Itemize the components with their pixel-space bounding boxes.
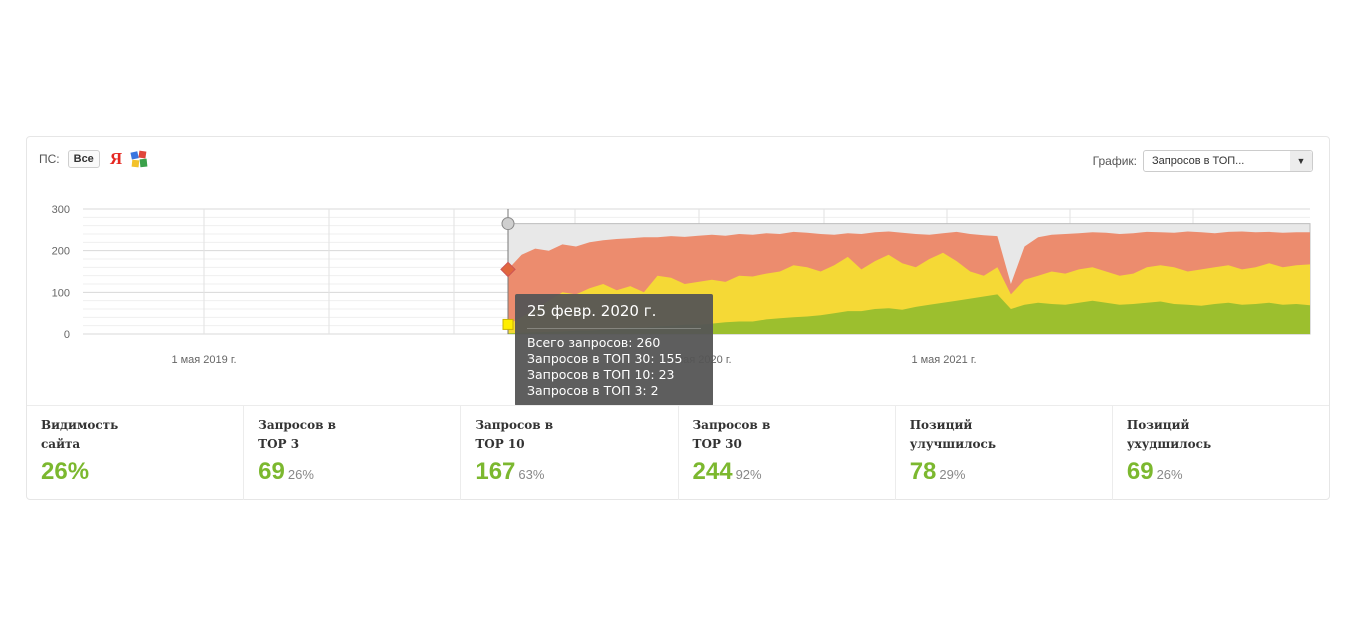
y-tick-label: 200 bbox=[52, 246, 70, 258]
tooltip-top10: Запросов в ТОП 10: 23 bbox=[527, 367, 675, 382]
stat-percent: 26% bbox=[287, 467, 314, 482]
stat-label: Позиций улучшилось bbox=[909, 418, 997, 451]
stat-value: 69 bbox=[1126, 458, 1154, 485]
stat-top30: Запросов в TOP 30 244 92% bbox=[679, 406, 896, 500]
y-tick-label: 100 bbox=[52, 287, 70, 299]
x-tick-label: 1 мая 2021 г. bbox=[911, 354, 976, 366]
stat-value-group: 69 26% bbox=[1127, 458, 1315, 486]
google-icon[interactable] bbox=[130, 150, 148, 168]
graph-select-label: График: bbox=[1092, 154, 1137, 168]
tooltip-total: Всего запросов: 260 bbox=[527, 335, 661, 350]
stat-value: 244 bbox=[692, 458, 733, 485]
stat-value: 78 bbox=[909, 458, 937, 485]
chevron-down-icon[interactable]: ▼ bbox=[1290, 151, 1312, 171]
stat-value-group: 167 63% bbox=[475, 458, 663, 486]
search-engine-toolbar: ПС: Все Я bbox=[39, 149, 148, 169]
y-tick-label: 0 bbox=[64, 329, 70, 341]
x-tick-label: 1 мая 2019 г. bbox=[171, 354, 236, 366]
tooltip-top30: Запросов в ТОП 30: 155 bbox=[527, 351, 683, 366]
stat-percent: 26% bbox=[1156, 467, 1183, 482]
stat-label: Видимость сайта bbox=[41, 418, 119, 451]
positions-chart-panel: ПС: Все Я График: Запросов в ТОП... ▼ 0 1… bbox=[26, 136, 1330, 500]
stat-value-group: 26% bbox=[41, 458, 229, 486]
stat-label: Запросов в TOP 3 bbox=[258, 418, 336, 451]
stat-value-group: 69 26% bbox=[258, 458, 446, 486]
tooltip-top3: Запросов в ТОП 3: 2 bbox=[527, 383, 659, 398]
stat-top3: Запросов в TOP 3 69 26% bbox=[244, 406, 462, 500]
stat-percent: 63% bbox=[518, 467, 545, 482]
top30-marker bbox=[500, 261, 516, 278]
total-marker bbox=[501, 217, 515, 231]
stat-value: 69 bbox=[258, 458, 285, 485]
graph-select-group: График: Запросов в ТОП... ▼ bbox=[1093, 150, 1313, 172]
stat-percent: 92% bbox=[735, 467, 762, 482]
stats-bar: Видимость сайта 26% Запросов в TOP 3 69 2… bbox=[27, 405, 1329, 500]
stat-value: 26% bbox=[41, 458, 90, 485]
stat-value: 167 bbox=[475, 458, 516, 485]
chart-tooltip: 25 февр. 2020 г. Всего запросов: 260 Зап… bbox=[515, 294, 713, 406]
stat-value-group: 244 92% bbox=[693, 458, 881, 486]
stat-label: Позиций ухудшилось bbox=[1126, 418, 1212, 451]
yandex-icon[interactable]: Я bbox=[109, 149, 123, 168]
top10-marker bbox=[502, 318, 514, 330]
stat-improved: Позиций улучшилось 78 29% bbox=[896, 406, 1113, 500]
stat-top10: Запросов в TOP 10 167 63% bbox=[461, 406, 679, 500]
graph-select-value: Запросов в ТОП... bbox=[1152, 155, 1245, 167]
stat-label: Запросов в TOP 30 bbox=[692, 418, 771, 451]
stat-value-group: 78 29% bbox=[910, 458, 1098, 486]
graph-type-select[interactable]: Запросов в ТОП... ▼ bbox=[1143, 150, 1313, 172]
y-tick-label: 300 bbox=[52, 204, 70, 216]
stat-label: Запросов в TOP 10 bbox=[475, 418, 554, 451]
ps-label: ПС: bbox=[39, 152, 60, 166]
stat-worsened: Позиций ухудшилось 69 26% bbox=[1113, 406, 1329, 500]
all-engines-button[interactable]: Все bbox=[67, 150, 100, 168]
stat-percent: 29% bbox=[939, 467, 966, 482]
tooltip-date: 25 февр. 2020 г. bbox=[527, 302, 701, 329]
stat-visibility: Видимость сайта 26% bbox=[27, 406, 245, 500]
